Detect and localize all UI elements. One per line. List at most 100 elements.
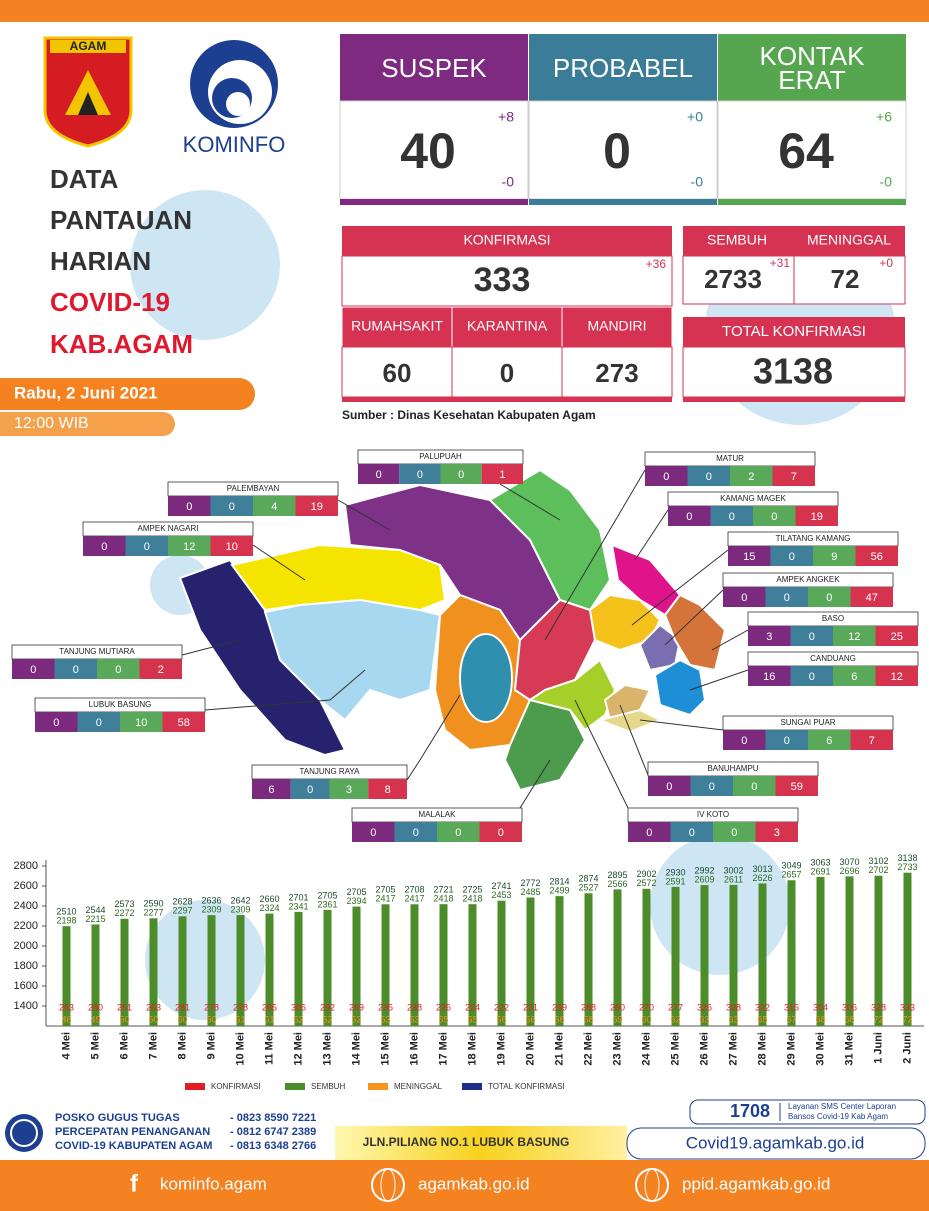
district-cell	[723, 730, 766, 750]
stat-header	[718, 34, 906, 101]
data-label: 2417	[404, 894, 424, 904]
district-value: 47	[866, 592, 878, 604]
district-cell	[352, 822, 395, 842]
y-tick-label: 2400	[14, 900, 38, 912]
district-cell	[168, 536, 211, 556]
district-cell	[394, 822, 437, 842]
bar	[236, 915, 245, 1026]
district-name: KAMANG MAGEK	[720, 494, 786, 503]
delta: +36	[646, 257, 667, 271]
breakdown-label: KARANTINA	[467, 318, 548, 334]
district-value: 6	[851, 671, 857, 683]
title-line: KAB.AGAM	[50, 329, 193, 359]
district-name: BANUHAMPU	[707, 764, 758, 773]
data-label: 50	[119, 1014, 129, 1024]
sembuh-panel: SEMBUH MENINGGAL 2733 +31 72 +0 TOTAL KO…	[682, 226, 906, 402]
x-tick-label: 25 Mei	[669, 1032, 681, 1066]
district-value: 56	[871, 551, 883, 563]
district-value: 9	[831, 551, 837, 563]
x-tick-label: 24 Mei	[640, 1032, 652, 1066]
district-value: 0	[784, 592, 790, 604]
bar	[729, 884, 738, 1026]
district-cell	[733, 776, 776, 796]
data-label: 55	[467, 1014, 477, 1024]
data-label: 260	[610, 1002, 625, 1012]
data-label: 2609	[694, 874, 714, 884]
district-value: 0	[307, 784, 313, 796]
district-value: 7	[869, 735, 875, 747]
breakdown-label: MANDIRI	[587, 318, 646, 334]
district-value: 25	[891, 631, 903, 643]
data-label: 63	[728, 1014, 738, 1024]
district-value: 1	[499, 469, 505, 481]
district-value: 12	[848, 631, 860, 643]
sms-line: Layanan SMS Center Laporan	[788, 1102, 896, 1111]
bar	[526, 897, 535, 1026]
district-cell	[875, 666, 918, 686]
sms-line: Bansos Covid-19 Kab Agam	[788, 1112, 888, 1121]
stat-label: PROBABEL	[552, 52, 694, 83]
x-tick-label: 11 Mei	[263, 1032, 275, 1065]
data-label: 292	[320, 1002, 335, 1012]
y-tick-label: 2200	[14, 920, 38, 932]
label: TOTAL KONFIRMASI	[722, 323, 866, 340]
district-value: 0	[686, 511, 692, 523]
breakdown: RUMAHSAKIT 60 KARANTINA 0 MANDIRI 273	[341, 306, 673, 398]
x-tick-label: 16 Mei	[408, 1032, 420, 1066]
date-pill	[0, 378, 255, 410]
district-cell	[628, 822, 671, 842]
posko-line: COVID-19 KABUPATEN AGAM	[55, 1140, 212, 1152]
district-cell	[875, 626, 918, 646]
data-label: 67	[786, 1014, 796, 1024]
district-cell	[252, 779, 291, 799]
district-value: 0	[731, 827, 737, 839]
bar	[700, 885, 709, 1026]
data-label: 2418	[462, 894, 482, 904]
bar	[845, 876, 854, 1026]
district-cell	[329, 779, 369, 799]
district-cell	[713, 822, 756, 842]
district-value: 19	[311, 501, 323, 513]
data-label: 328	[726, 1002, 741, 1012]
address: JLN.PILIANG NO.1 LUBUK BASUNG	[363, 1135, 570, 1149]
bar	[816, 876, 825, 1026]
x-tick-label: 23 Mei	[611, 1032, 623, 1066]
legend-swatch	[462, 1083, 482, 1090]
district-value: 10	[135, 717, 147, 729]
data-label: 2572	[636, 878, 656, 888]
logo-text: AGAM	[70, 39, 107, 53]
data-label: 51	[235, 1014, 245, 1024]
sms-number: 1708	[730, 1101, 770, 1121]
stat-plus: +0	[687, 109, 703, 125]
data-label: 269	[349, 1002, 364, 1012]
district-value: 15	[743, 551, 755, 563]
district-value: 0	[96, 717, 102, 729]
x-tick-label: 26 Mei	[698, 1032, 710, 1066]
data-label: 238	[407, 1002, 422, 1012]
district-value: 59	[791, 781, 803, 793]
district-value: 0	[789, 551, 795, 563]
data-label: 2417	[375, 894, 395, 904]
data-label: 2992	[694, 865, 714, 875]
district-value: 0	[376, 469, 382, 481]
stat-value: 64	[778, 123, 834, 179]
map	[178, 468, 727, 792]
website: Covid19.agamkab.go.id	[686, 1133, 865, 1152]
data-label: 2272	[114, 908, 134, 918]
bar	[294, 911, 303, 1026]
data-label: 2902	[636, 869, 656, 879]
data-label: 50	[148, 1014, 158, 1024]
social: agamkab.go.id	[418, 1174, 530, 1193]
district-cell	[139, 659, 182, 679]
top-stats: SUSPEK 40 +8 -0 PROBABEL 0 +0 -0 KONTAK ERAT 64 +6…	[339, 34, 907, 205]
district-value: 3	[774, 827, 780, 839]
data-label: 222	[494, 1002, 509, 1012]
district-cell	[790, 666, 833, 686]
data-label: 3102	[868, 856, 888, 866]
district-value: 0	[689, 827, 695, 839]
data-label: 51	[264, 1014, 274, 1024]
x-tick-label: 7 Mei	[147, 1032, 159, 1060]
title-line: PANTAUAN	[50, 205, 192, 235]
data-label: 315	[784, 1002, 799, 1012]
posko-line: PERCEPATAN PENANGANAN	[55, 1126, 210, 1138]
